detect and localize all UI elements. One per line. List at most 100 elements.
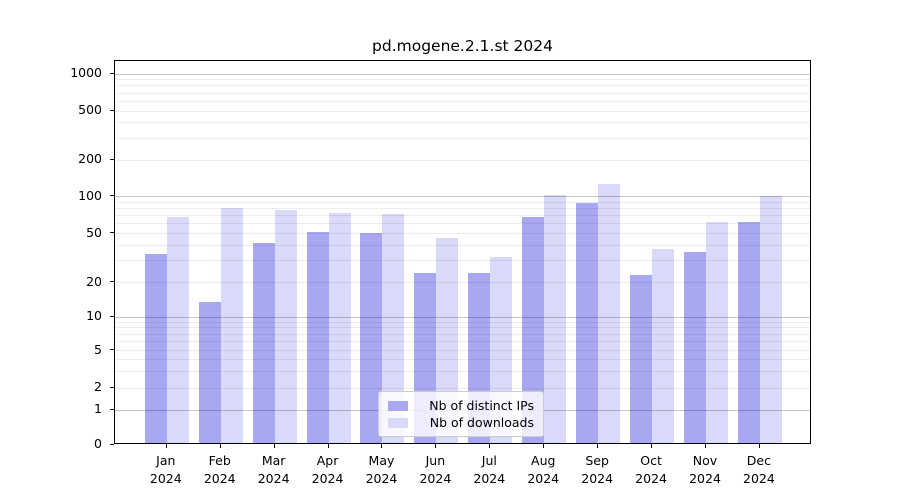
x-tick-mark: [543, 444, 545, 448]
x-tick-label-apr: Apr 2024: [311, 453, 344, 486]
gridline-minor: [115, 333, 810, 335]
y-tick-mark: [110, 281, 114, 282]
x-tick-label-dec: Dec 2024: [743, 453, 775, 486]
x-tick-label-sep: Sep 2024: [581, 453, 614, 486]
gridline-minor: [115, 233, 810, 234]
gridline-minor: [115, 244, 810, 246]
bar-distinct-ips-aug: [522, 216, 545, 443]
bar-downloads-oct: [652, 249, 675, 443]
legend-swatch-downloads: [388, 417, 408, 428]
y-tick-mark: [110, 195, 114, 196]
gridline-major: [115, 196, 810, 197]
gridline-major: [115, 73, 810, 75]
bar-distinct-ips-sep: [576, 203, 599, 443]
bar-distinct-ips-feb: [198, 301, 221, 443]
x-tick-mark: [219, 444, 221, 448]
y-tick-label-10: 10: [86, 308, 102, 323]
y-tick-mark: [110, 443, 114, 445]
gridline-minor: [115, 327, 810, 329]
gridline-minor: [115, 137, 810, 139]
bar-downloads-apr: [328, 212, 351, 443]
y-tick-mark: [110, 109, 114, 111]
y-tick-label-1: 1: [94, 401, 102, 416]
x-tick-label-jan: Jan 2024: [149, 453, 182, 486]
y-tick-label-200: 200: [78, 151, 102, 166]
gridline-minor: [115, 387, 810, 389]
y-tick-mark: [110, 315, 114, 317]
x-tick-mark: [273, 444, 275, 448]
gridline-minor: [115, 207, 810, 209]
bar-downloads-jan: [166, 216, 189, 443]
bar-downloads-mar: [274, 209, 297, 443]
y-tick-mark: [110, 72, 114, 74]
chart-title: pd.mogene.2.1.st 2024: [372, 37, 553, 55]
legend-label-distinct-ips: Nb of distinct IPs: [429, 398, 534, 413]
legend: Nb of distinct IPs Nb of downloads: [378, 391, 544, 437]
bar-distinct-ips-dec: [737, 221, 760, 443]
bar-distinct-ips-nov: [684, 252, 706, 443]
plot-area: [114, 60, 811, 444]
bar-distinct-ips-apr: [306, 231, 329, 443]
gridline-major: [115, 316, 810, 318]
y-tick-mark: [110, 349, 114, 350]
x-tick-label-feb: Feb 2024: [203, 453, 236, 486]
gridline-minor: [115, 223, 810, 225]
gridline-minor: [115, 92, 810, 94]
x-tick-mark: [381, 444, 383, 448]
grid-layer: [115, 61, 810, 443]
bar-downloads-may: [382, 214, 405, 443]
y-tick-label-20: 20: [86, 273, 102, 289]
y-tick-label-50: 50: [86, 224, 102, 240]
legend-entry-distinct-ips: Nb of distinct IPs: [388, 398, 534, 414]
x-tick-label-aug: Aug 2024: [527, 453, 560, 486]
x-tick-mark: [327, 444, 329, 448]
gridline-minor: [115, 359, 810, 361]
gridline-minor: [115, 260, 810, 262]
bar-downloads-feb: [220, 208, 243, 443]
gridline-minor: [115, 350, 810, 351]
y-tick-mark: [110, 408, 114, 410]
y-tick-label-5: 5: [94, 341, 102, 357]
y-tick-label-0: 0: [94, 436, 102, 451]
gridline-minor: [115, 341, 810, 343]
gridline-minor: [115, 215, 810, 217]
x-tick-mark: [165, 444, 167, 448]
bar-distinct-ips-jan: [144, 253, 167, 443]
gridline-minor: [115, 201, 810, 203]
x-tick-label-oct: Oct 2024: [635, 453, 667, 486]
x-tick-label-mar: Mar 2024: [257, 453, 290, 486]
x-tick-mark: [758, 444, 760, 448]
bar-distinct-ips-oct: [630, 275, 653, 443]
bar-downloads-sep: [598, 184, 621, 443]
legend-entry-downloads: Nb of downloads: [388, 415, 534, 431]
legend-label-downloads: Nb of downloads: [429, 415, 534, 430]
x-tick-label-jun: Jun 2024: [419, 453, 452, 486]
x-tick-label-jul: Jul 2024: [473, 453, 506, 486]
y-tick-label-1000: 1000: [70, 65, 102, 80]
gridline-minor: [115, 110, 810, 112]
bar-distinct-ips-mar: [252, 243, 275, 443]
x-tick-mark: [597, 444, 599, 448]
x-tick-mark: [435, 444, 437, 448]
x-tick-label-nov: Nov 2024: [689, 453, 721, 486]
gridline-minor: [115, 85, 810, 87]
gridline-minor: [115, 321, 810, 323]
y-tick-label-100: 100: [78, 187, 102, 203]
y-tick-label-2: 2: [94, 379, 102, 394]
x-tick-mark: [489, 444, 491, 448]
gridline-minor: [115, 100, 810, 102]
gridline-minor: [115, 370, 810, 372]
y-tick-mark: [110, 232, 114, 233]
bar-distinct-ips-may: [360, 232, 383, 443]
bar-downloads-dec: [759, 195, 782, 443]
bar-downloads-aug: [544, 195, 567, 443]
gridline-minor: [115, 159, 810, 161]
x-tick-label-may: May 2024: [365, 453, 398, 486]
legend-swatch-distinct-ips: [388, 400, 408, 411]
gridline-minor: [115, 79, 810, 81]
gridline-minor: [115, 122, 810, 124]
y-tick-label-500: 500: [78, 102, 102, 117]
x-tick-mark: [651, 444, 653, 448]
gridline-minor: [115, 282, 810, 283]
